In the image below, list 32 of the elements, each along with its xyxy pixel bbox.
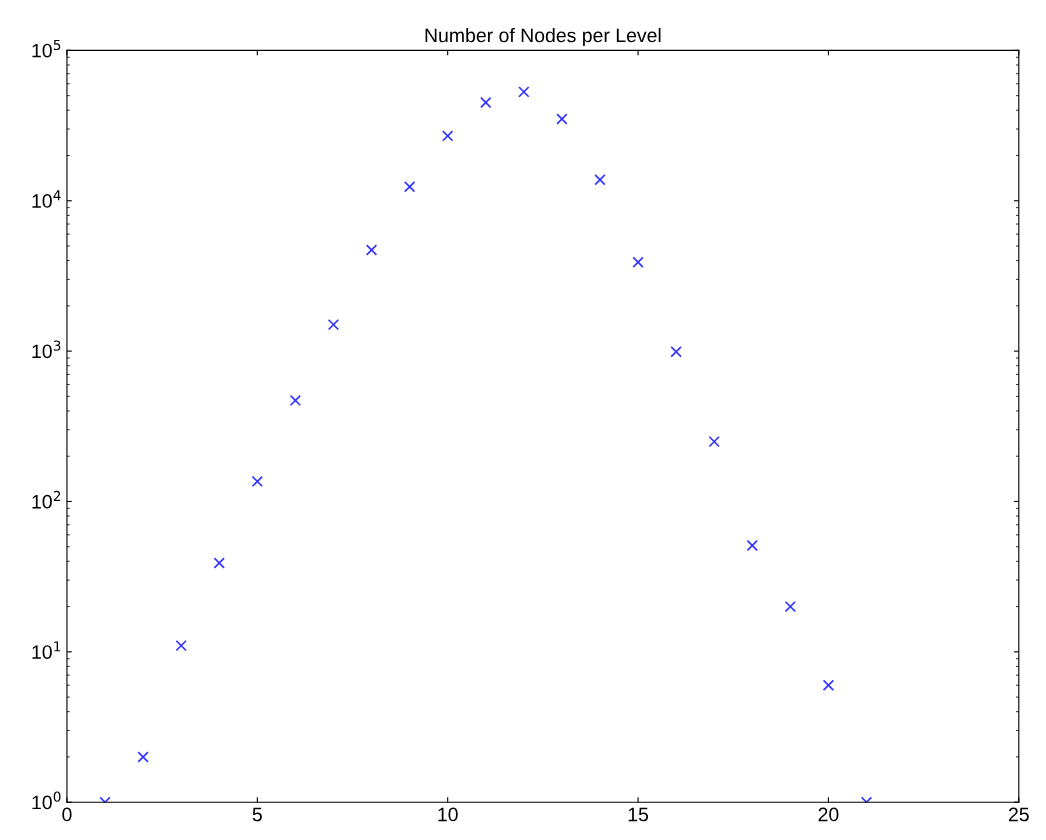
point bbox=[327, 318, 340, 331]
point bbox=[403, 181, 416, 193]
x-tick-label: 20 bbox=[818, 807, 839, 822]
point bbox=[632, 256, 644, 268]
point bbox=[822, 679, 835, 691]
y-tick-label: 10$^{0}$ bbox=[32, 791, 61, 810]
point bbox=[556, 113, 568, 125]
x-tick-label: 25 bbox=[1008, 807, 1029, 822]
point bbox=[480, 96, 492, 109]
y-tick-label: 10$^{3}$ bbox=[32, 340, 61, 359]
point bbox=[251, 475, 264, 488]
y-tick-label: 10$^{5}$ bbox=[32, 39, 61, 58]
x-tick-label: 5 bbox=[252, 807, 262, 822]
x-tick-label: 0 bbox=[62, 807, 72, 822]
point bbox=[175, 639, 187, 652]
x-tick-label: 10 bbox=[438, 807, 458, 822]
y-tick-label: 10$^{2}$ bbox=[32, 490, 61, 509]
point bbox=[289, 394, 302, 407]
chart-title: Number of Nodes per Level bbox=[425, 27, 661, 47]
point bbox=[441, 130, 454, 142]
point bbox=[784, 600, 797, 613]
point bbox=[137, 751, 149, 763]
point bbox=[708, 435, 720, 448]
point bbox=[746, 539, 758, 552]
point bbox=[594, 174, 606, 186]
y-tick-label: 10$^{4}$ bbox=[32, 190, 61, 208]
y-tick-label: 10$^{1}$ bbox=[32, 641, 61, 659]
point bbox=[670, 346, 682, 358]
x-tick-label: 15 bbox=[628, 807, 649, 822]
point bbox=[213, 557, 225, 569]
point bbox=[518, 86, 530, 98]
point bbox=[365, 244, 378, 256]
